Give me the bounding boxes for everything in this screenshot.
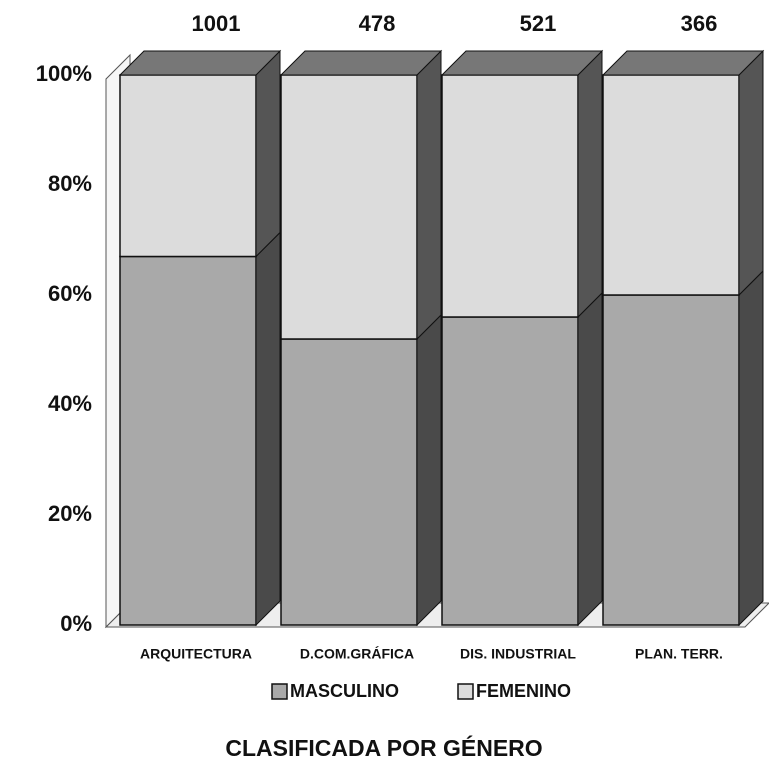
- legend-label: MASCULINO: [290, 681, 399, 701]
- bar-side: [416, 49, 442, 341]
- total-label: 478: [359, 11, 396, 36]
- bar-segment: [602, 294, 740, 626]
- bar-side: [255, 49, 281, 258]
- bar-top: [601, 50, 765, 76]
- legend-swatch: [457, 683, 474, 700]
- legend-swatch: [271, 683, 288, 700]
- y-tick-label: 40%: [48, 391, 92, 416]
- chart-title: CLASIFICADA POR GÉNERO: [225, 734, 542, 761]
- y-tick-label: 100%: [36, 61, 92, 86]
- bar-segment: [280, 338, 418, 626]
- total-label: 1001: [192, 11, 241, 36]
- bar-segment: [441, 316, 579, 626]
- bar-segment: [602, 74, 740, 296]
- y-tick-label: 0%: [60, 611, 92, 636]
- bar-side: [416, 313, 442, 627]
- y-tick-label: 80%: [48, 171, 92, 196]
- bar-segment: [119, 74, 257, 258]
- y-tick-label: 20%: [48, 501, 92, 526]
- bar-segment: [280, 74, 418, 340]
- x-tick-label: D.COM.GRÁFICA: [300, 646, 414, 662]
- bar-segment: [441, 74, 579, 318]
- bar-top: [279, 50, 443, 76]
- bar-side: [255, 231, 281, 627]
- bar-top: [440, 50, 604, 76]
- x-tick-label: ARQUITECTURA: [140, 646, 252, 662]
- bar-side: [577, 49, 603, 319]
- bar-side: [577, 291, 603, 627]
- bar-side: [738, 49, 764, 297]
- bar-side: [738, 269, 764, 627]
- bar-segment: [119, 255, 257, 626]
- total-label: 366: [681, 11, 718, 36]
- bar-top: [118, 50, 282, 76]
- y-tick-label: 60%: [48, 281, 92, 306]
- legend-label: FEMENINO: [476, 681, 571, 701]
- x-tick-label: DIS. INDUSTRIAL: [460, 646, 576, 662]
- x-tick-label: PLAN. TERR.: [635, 646, 723, 662]
- total-label: 521: [520, 11, 557, 36]
